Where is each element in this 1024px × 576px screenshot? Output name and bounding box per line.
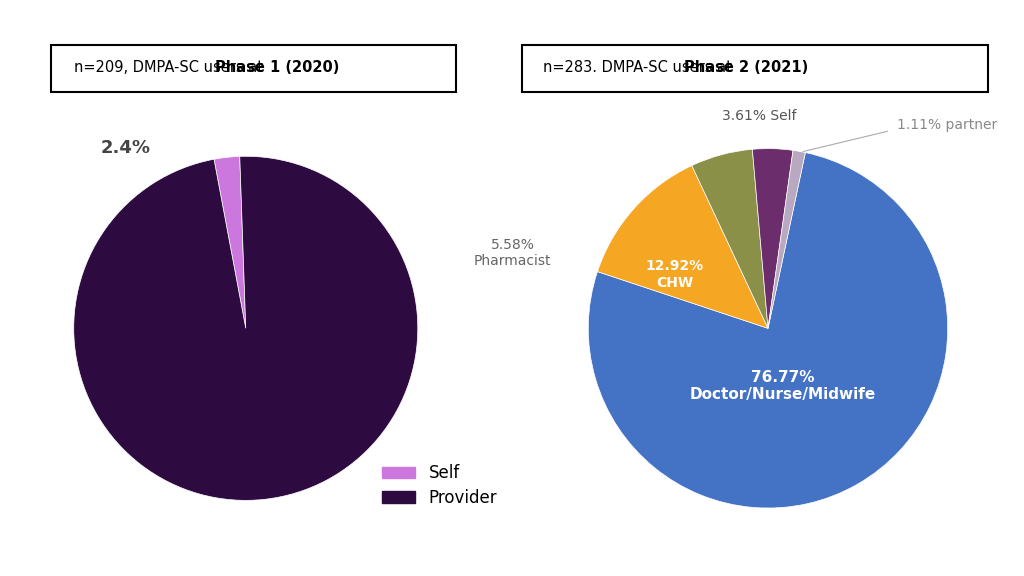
Text: 12.92%
CHW: 12.92% CHW: [645, 259, 703, 290]
Wedge shape: [597, 165, 768, 328]
Text: 2.4%: 2.4%: [100, 139, 151, 157]
Text: Phase 1 (2020): Phase 1 (2020): [215, 60, 339, 75]
Wedge shape: [588, 153, 947, 508]
Text: Phase 2 (2021): Phase 2 (2021): [684, 60, 808, 75]
Text: 3.61% Self: 3.61% Self: [722, 109, 797, 123]
Legend: Self, Provider: Self, Provider: [376, 457, 504, 514]
Text: n=209, DMPA-SC users at: n=209, DMPA-SC users at: [74, 60, 267, 75]
Text: 5.58%
Pharmacist: 5.58% Pharmacist: [474, 238, 552, 268]
Wedge shape: [74, 156, 418, 501]
Wedge shape: [768, 150, 805, 328]
Wedge shape: [692, 149, 768, 328]
Text: n=283. DMPA-SC users at: n=283. DMPA-SC users at: [543, 60, 736, 75]
Wedge shape: [753, 149, 793, 328]
Wedge shape: [214, 157, 246, 328]
Text: 76.77%
Doctor/Nurse/Midwife: 76.77% Doctor/Nurse/Midwife: [689, 370, 876, 402]
Text: 1.11% partner: 1.11% partner: [897, 118, 997, 132]
